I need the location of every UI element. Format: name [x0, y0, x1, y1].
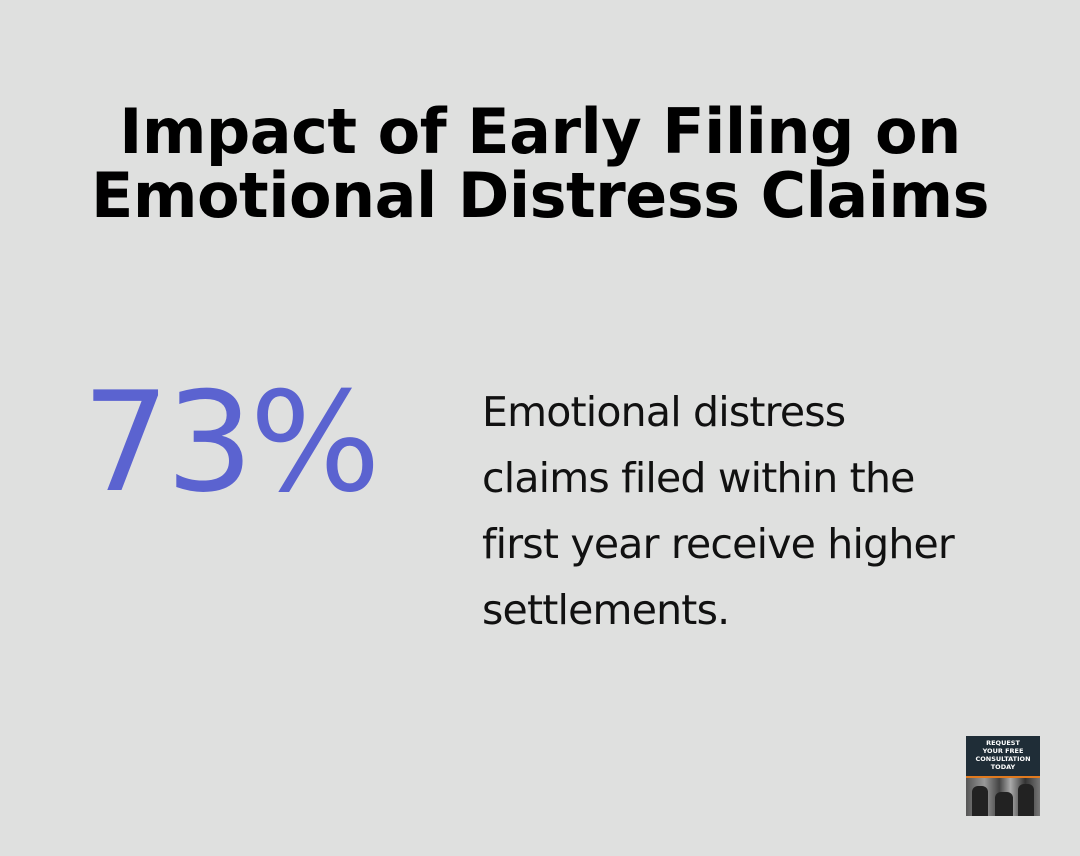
team-photo — [966, 778, 1040, 816]
cta-line-2: YOUR FREE — [982, 747, 1024, 755]
stat-description: Emotional distress claims filed within t… — [482, 379, 1042, 643]
title-line-1: Impact of Early Filing on — [119, 95, 961, 168]
description-line-2: claims filed within the — [482, 454, 915, 502]
cta-accent-bar — [966, 776, 1040, 778]
description-line-1: Emotional distress — [482, 388, 846, 436]
cta-line-3: CONSULTATION — [975, 755, 1031, 763]
cta-line-4: TODAY — [990, 763, 1016, 771]
page-title: Impact of Early Filing on Emotional Dist… — [0, 100, 1080, 228]
consultation-cta-button[interactable]: REQUEST YOUR FREE CONSULTATION TODAY — [966, 736, 1040, 816]
description-line-3: first year receive higher — [482, 520, 955, 568]
title-line-2: Emotional Distress Claims — [91, 159, 989, 232]
stat-value: 73% — [82, 362, 381, 523]
cta-text: REQUEST YOUR FREE CONSULTATION TODAY — [966, 736, 1040, 776]
description-line-4: settlements. — [482, 586, 730, 634]
cta-line-1: REQUEST — [986, 739, 1020, 747]
